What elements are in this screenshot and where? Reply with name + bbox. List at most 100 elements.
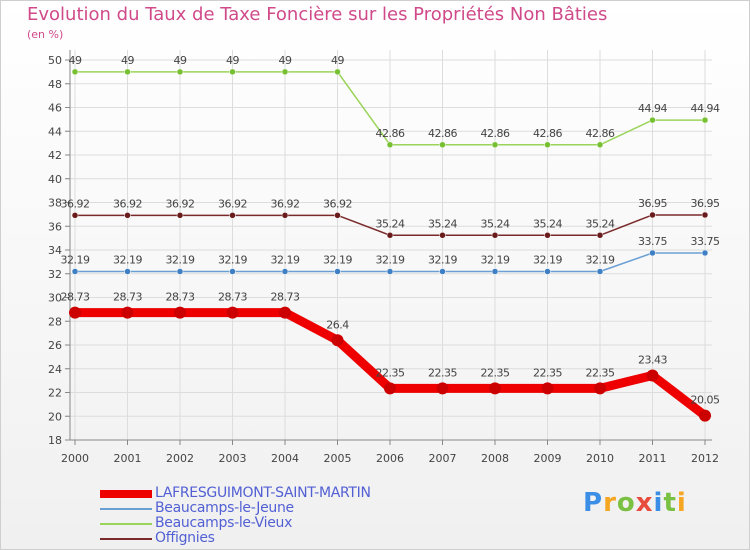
data-label: 49 [226,54,239,67]
data-label: 28.73 [271,291,300,304]
data-label: 36.92 [271,197,300,210]
data-label: 36.95 [691,197,720,210]
data-point [176,268,184,275]
data-label: 35.24 [586,217,615,230]
logo-letter: x [635,488,654,518]
data-point [121,306,134,319]
data-point [701,116,709,124]
data-point [541,382,554,395]
data-label: 36.92 [166,197,195,210]
data-label: 22.35 [586,366,615,379]
x-tick-label: 2006 [376,452,404,465]
legend-swatch-beaucamps-le-vieux [100,523,152,525]
data-point [649,116,656,124]
data-label: 32.19 [271,253,300,266]
y-tick-label: 46 [48,102,62,115]
data-point [386,232,394,239]
data-point [439,232,446,239]
data-point [436,382,449,395]
data-point [331,334,344,347]
x-tick-label: 2012 [691,452,719,465]
y-tick-label: 38 [48,197,62,210]
data-label: 22.35 [533,366,562,379]
legend-label: Offignies [155,530,215,546]
data-point [279,306,291,319]
data-label: 33.75 [691,235,720,248]
y-tick-label: 22 [48,387,62,400]
data-point [649,249,656,257]
x-tick-label: 2010 [586,452,614,465]
data-point [544,141,551,149]
data-label: 35.24 [481,217,510,230]
data-label: 36.92 [218,197,247,210]
data-point [71,212,79,219]
logo-letter: t [663,488,677,518]
data-point [174,306,186,319]
data-point [226,306,239,319]
y-tick-label: 26 [48,339,62,352]
y-tick-label: 50 [48,54,62,67]
data-label: 32.19 [586,253,615,266]
data-label: 32.19 [481,253,510,266]
y-tick-label: 42 [48,149,62,162]
data-label: 32.19 [376,253,405,266]
data-point [649,211,656,219]
data-point [71,268,79,275]
logo-letter: i [653,488,664,518]
x-tick-label: 2002 [166,452,194,465]
x-tick-label: 2011 [639,452,667,465]
data-point [384,382,396,395]
data-label: 42.86 [533,127,562,140]
data-point [176,212,184,219]
y-tick-label: 20 [48,410,62,423]
data-point [596,232,604,239]
y-tick-label: 28 [48,315,62,328]
data-label: 23.43 [638,354,667,367]
data-point [699,409,711,422]
data-label: 36.95 [638,197,667,210]
logo-letter: i [676,488,687,518]
data-label: 32.19 [113,253,142,266]
logo-letter: r [603,488,617,518]
data-label: 32.19 [428,253,457,266]
data-point [229,68,236,76]
y-tick-label: 30 [48,292,62,305]
data-point [176,68,184,76]
y-tick-label: 18 [48,434,62,447]
data-point [334,268,341,275]
data-point [646,369,659,382]
data-label: 35.24 [376,217,405,230]
data-point [281,268,289,275]
data-point [71,68,79,76]
logo-letter: o [616,488,636,518]
data-point [596,268,604,275]
x-tick-label: 2009 [534,452,562,465]
chart-title: Evolution du Taux de Taxe Foncière sur l… [27,4,608,25]
data-point [229,268,236,275]
data-point [386,268,394,275]
data-label: 42.86 [376,127,405,140]
data-point [69,306,81,319]
x-tick-label: 2004 [271,452,299,465]
data-label: 32.19 [323,253,352,266]
data-label: 22.35 [481,366,510,379]
legend-swatch-offignies [100,538,152,540]
data-point [491,268,499,275]
data-label: 22.35 [428,366,457,379]
proxiti-logo: Proxiti [583,488,687,518]
data-point [281,212,289,219]
data-point [701,249,709,257]
y-tick-label: 24 [48,363,62,376]
data-label: 28.73 [113,291,142,304]
chart-subtitle: (en %) [27,28,64,41]
data-point [439,141,446,149]
data-point [229,212,236,219]
data-label: 44.94 [638,102,667,115]
data-point [544,232,551,239]
data-label: 32.19 [533,253,562,266]
data-label: 33.75 [638,235,667,248]
data-label: 28.73 [61,291,90,304]
x-tick-label: 2003 [219,452,247,465]
legend-label: Beaucamps-le-Jeune [155,500,294,516]
